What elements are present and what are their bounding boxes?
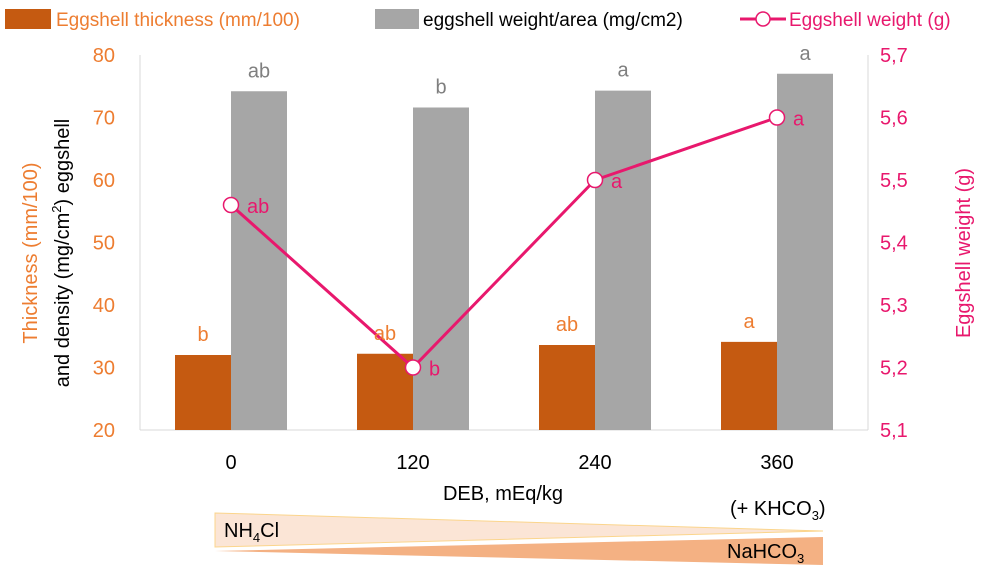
x-tick-label: 120 xyxy=(396,452,429,474)
left-axis-title-density-sup: 2 xyxy=(49,205,64,212)
bar-weight-area xyxy=(231,91,287,430)
right-tick-label: 5,6 xyxy=(880,108,908,130)
left-tick-label: 80 xyxy=(93,45,115,67)
nahco3-label-main: NaHCO xyxy=(727,541,797,563)
nahco3-wedge xyxy=(215,537,823,565)
left-tick-label: 20 xyxy=(93,420,115,442)
legend-swatch-thickness xyxy=(5,9,51,29)
legend: Eggshell thickness (mm/100) eggshell wei… xyxy=(5,9,951,31)
right-axis-title: Eggshell weight (g) xyxy=(953,168,975,338)
x-tick-label: 240 xyxy=(578,452,611,474)
bar-significance-label: ab xyxy=(556,314,578,336)
line-significance-label: ab xyxy=(247,196,269,218)
right-axis-ticks: 5,1 5,2 5,3 5,4 5,5 5,6 5,7 xyxy=(880,45,908,442)
nh4cl-label-main: NH xyxy=(224,520,253,542)
eggshell-weight-point xyxy=(404,359,422,376)
line-series xyxy=(222,109,786,376)
bar-significance-label: a xyxy=(799,43,811,65)
right-tick-label: 5,7 xyxy=(880,45,908,67)
left-axis-title: Thickness (mm/100) xyxy=(20,162,42,343)
x-tick-label: 0 xyxy=(225,452,236,474)
left-tick-label: 40 xyxy=(93,295,115,317)
legend-label-eggshell-weight: Eggshell weight (g) xyxy=(789,10,951,31)
nh4cl-wedge xyxy=(214,512,824,548)
bars xyxy=(175,73,833,430)
left-tick-label: 70 xyxy=(93,108,115,130)
left-axis-title-thickness: Thickness (mm/100) xyxy=(20,162,42,343)
left-tick-label: 30 xyxy=(93,358,115,380)
data-labels: b ab ab b ab a a a ab b a a xyxy=(197,43,811,381)
nahco3-label: NaHCO3 xyxy=(727,541,804,566)
eggshell-weight-point xyxy=(768,109,786,126)
eggshell-weight-line xyxy=(230,116,778,370)
bar-thickness xyxy=(721,341,777,430)
bar-weight-area xyxy=(413,107,469,430)
left-axis-title-density-group: and density (mg/cm2) eggshell xyxy=(49,119,74,387)
legend-label-thickness: Eggshell thickness (mm/100) xyxy=(56,10,300,31)
eggshell-weight-point xyxy=(586,171,604,189)
khco3-label-tail: ) xyxy=(819,498,826,520)
khco3-label-pre: (+ KHCO xyxy=(730,498,812,520)
legend-marker-eggshell-weight xyxy=(755,11,771,27)
legend-label-weight-area: eggshell weight/area (mg/cm2) xyxy=(423,10,683,31)
right-tick-label: 5,4 xyxy=(880,233,908,255)
nh4cl-label-sub: 4 xyxy=(253,530,260,545)
bar-weight-area xyxy=(777,73,833,430)
right-tick-label: 5,1 xyxy=(880,420,908,442)
left-axis-title-density-a: and density (mg/cm xyxy=(52,213,74,388)
legend-swatch-weight-area xyxy=(375,9,419,29)
left-tick-label: 60 xyxy=(93,170,115,192)
left-axis-title-density: and density (mg/cm2) eggshell xyxy=(49,119,74,387)
nh4cl-label-tail: Cl xyxy=(260,520,279,542)
x-tick-label: 360 xyxy=(760,452,793,474)
line-significance-label: a xyxy=(611,171,623,193)
bar-weight-area xyxy=(595,90,651,430)
bar-significance-label: b xyxy=(435,77,446,99)
bar-thickness xyxy=(357,353,413,430)
bar-significance-label: b xyxy=(197,324,208,346)
nahco3-label-sub: 3 xyxy=(797,551,804,566)
x-axis-title: DEB, mEq/kg xyxy=(443,483,563,505)
bar-significance-label: ab xyxy=(248,60,270,82)
right-tick-label: 5,3 xyxy=(880,295,908,317)
bar-significance-label: a xyxy=(743,311,755,333)
left-axis-ticks: 20 30 40 50 60 70 80 xyxy=(93,45,115,442)
bar-thickness xyxy=(539,345,595,430)
right-tick-label: 5,2 xyxy=(880,358,908,380)
bar-significance-label: a xyxy=(617,60,629,82)
line-significance-label: b xyxy=(429,359,440,381)
bar-thickness xyxy=(175,355,231,430)
khco3-label: (+ KHCO3) xyxy=(730,498,826,523)
bar-significance-label: ab xyxy=(374,323,396,345)
x-axis-ticks: 0 120 240 360 xyxy=(225,452,793,474)
nh4cl-label: NH4Cl xyxy=(224,520,279,545)
khco3-label-sub: 3 xyxy=(812,508,819,523)
right-tick-label: 5,5 xyxy=(880,170,908,192)
left-axis-title-density-b: ) eggshell xyxy=(52,119,74,206)
right-axis-title-group: Eggshell weight (g) xyxy=(953,168,975,338)
line-significance-label: a xyxy=(793,109,805,131)
eggshell-weight-point xyxy=(222,196,240,214)
left-tick-label: 50 xyxy=(93,233,115,255)
